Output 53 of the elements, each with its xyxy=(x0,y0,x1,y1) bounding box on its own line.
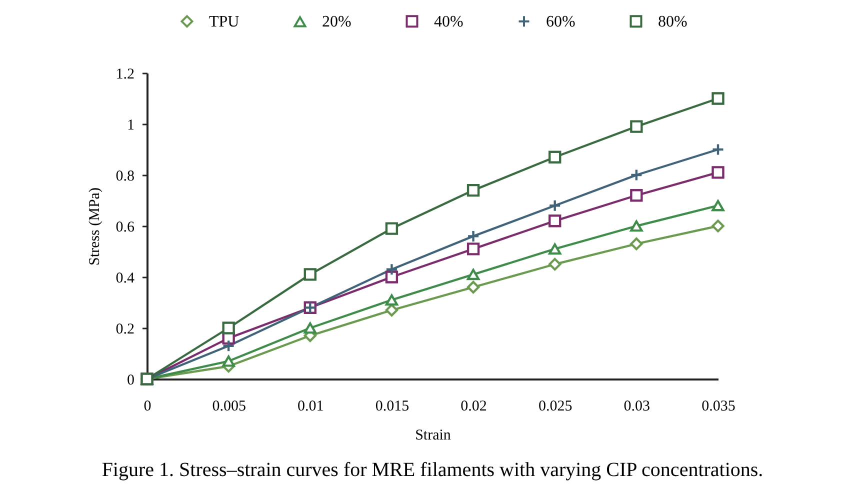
point xyxy=(385,294,398,306)
legend-label: 40% xyxy=(434,13,464,30)
point xyxy=(630,168,643,182)
point xyxy=(712,220,724,232)
legend-label: 60% xyxy=(546,13,576,30)
point xyxy=(548,214,562,228)
x-tick-label: 0 xyxy=(144,398,152,414)
point xyxy=(548,243,562,255)
y-axis-title: Stress (MPa) xyxy=(86,188,103,266)
point xyxy=(304,268,316,281)
point xyxy=(385,222,398,235)
point xyxy=(466,184,480,197)
legend-label: TPU xyxy=(209,13,240,30)
point xyxy=(385,270,398,284)
x-tick-label: 0.03 xyxy=(624,398,650,414)
point xyxy=(630,189,643,202)
point xyxy=(712,92,724,105)
x-tick-label: 0.025 xyxy=(538,398,572,414)
caption: Figure 1. Stress–strain curves for MRE filaments with varying CIP concentrations. xyxy=(102,459,764,481)
y-tick-label: 0.8 xyxy=(116,168,134,184)
y-tick-label: 0 xyxy=(127,372,134,388)
legend-label: 80% xyxy=(658,13,688,30)
point xyxy=(630,220,643,232)
point xyxy=(222,356,235,367)
point xyxy=(712,143,724,156)
point xyxy=(548,258,562,271)
point xyxy=(712,166,724,179)
point xyxy=(466,280,480,294)
point xyxy=(385,304,398,316)
y-tick-label: 0.4 xyxy=(116,270,135,286)
x-tick-label: 0.005 xyxy=(212,398,246,414)
point xyxy=(630,120,643,133)
y-tick-label: 0.6 xyxy=(116,220,135,236)
point xyxy=(222,322,235,334)
point xyxy=(466,268,480,280)
point xyxy=(630,238,643,250)
x-tick-label: 0.035 xyxy=(702,398,736,414)
y-tick-label: 0.2 xyxy=(116,322,134,338)
point xyxy=(548,150,562,164)
point xyxy=(466,230,480,243)
x-tick-label: 0.02 xyxy=(460,398,487,414)
point xyxy=(222,340,235,352)
x-axis-title: Strain xyxy=(415,428,452,444)
point xyxy=(385,263,398,276)
point xyxy=(712,200,724,212)
legend-label: 20% xyxy=(322,14,352,31)
point xyxy=(304,322,316,334)
point xyxy=(548,199,562,212)
y-tick-label: 1.2 xyxy=(116,66,134,82)
point xyxy=(466,242,480,256)
x-tick-label: 0.01 xyxy=(298,398,324,414)
y-tick-label: 1 xyxy=(127,118,134,134)
x-tick-label: 0.015 xyxy=(375,398,410,414)
